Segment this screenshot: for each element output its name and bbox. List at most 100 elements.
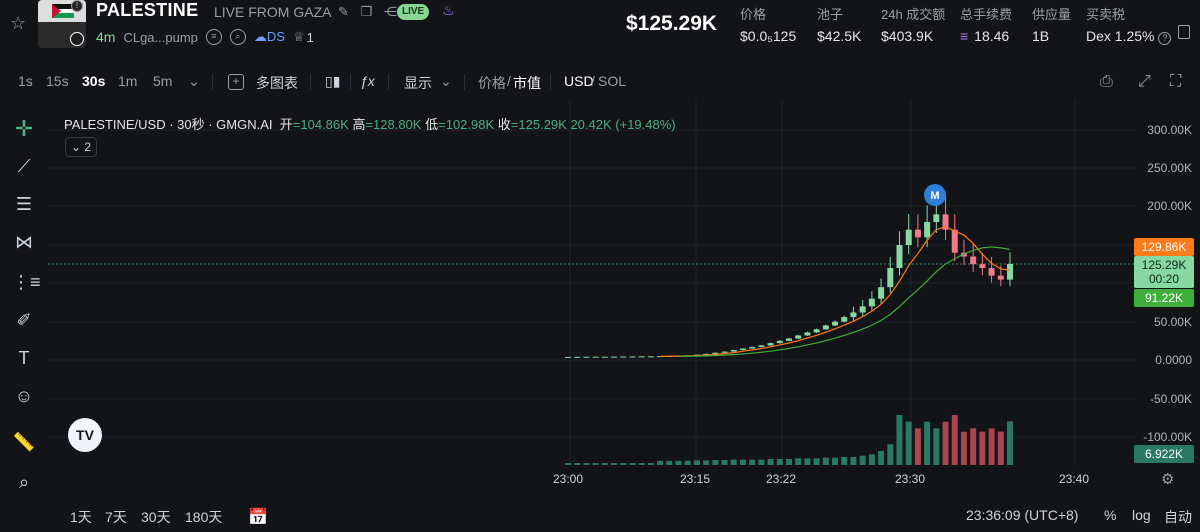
- time-axis[interactable]: 23:00 23:15 23:22 23:30 23:40: [48, 466, 1135, 492]
- price-axis[interactable]: 300.00K 250.00K 200.00K 50.00K 0.0000 -5…: [1136, 100, 1200, 465]
- auto-toggle[interactable]: 自动: [1164, 509, 1192, 525]
- volume-bar: [620, 463, 627, 465]
- contract-address[interactable]: CLga...pump: [123, 29, 198, 45]
- volume-bar: [786, 459, 792, 465]
- candle-body: [611, 356, 618, 358]
- stat-value: Dex 1.25% ?: [1086, 28, 1172, 45]
- percent-toggle[interactable]: %: [1104, 507, 1117, 523]
- emoji-icon[interactable]: ☺: [14, 386, 34, 406]
- price-chart[interactable]: M: [48, 100, 1135, 465]
- list-icon[interactable]: ≡: [205, 29, 222, 45]
- live-badge[interactable]: LIVE: [397, 4, 430, 20]
- search-icon[interactable]: ⌕: [229, 29, 246, 45]
- sol-toggle[interactable]: SOL: [598, 73, 627, 89]
- candle-body: [583, 356, 590, 358]
- open-label: 开: [279, 117, 293, 132]
- fees-value: 18.46: [974, 28, 1010, 44]
- interval-5m[interactable]: 5m: [153, 73, 173, 89]
- zoom-icon[interactable]: ⌕: [18, 472, 30, 492]
- tax-value: Dex 1.25%: [1086, 28, 1155, 44]
- volume-bar: [776, 459, 783, 465]
- share-icon[interactable]: ⋲: [383, 4, 397, 19]
- ma-fast-line: [660, 225, 1011, 357]
- volume-bar: [914, 428, 921, 465]
- indicators-icon[interactable]: ƒx: [360, 73, 375, 89]
- candle-type-icon[interactable]: ▯▮: [325, 73, 341, 89]
- display-dropdown-icon[interactable]: ⌄: [440, 73, 452, 89]
- interval-30s[interactable]: 30s: [82, 73, 106, 89]
- candle-body: [878, 287, 885, 299]
- settings-gear-icon[interactable]: ⚙: [1161, 471, 1175, 488]
- interval-1s[interactable]: 1s: [18, 73, 33, 89]
- volume-bar: [703, 460, 710, 465]
- pump-badge-icon: [70, 32, 84, 46]
- interval-15s[interactable]: 15s: [46, 73, 69, 89]
- fullscreen-icon[interactable]: ⤢: [1138, 73, 1151, 90]
- stat-supply: 供应量 1B: [1032, 4, 1071, 44]
- clock[interactable]: 23:36:09 (UTC+8): [966, 507, 1079, 523]
- brush-icon[interactable]: ✐: [16, 310, 32, 330]
- volume-bar: [905, 421, 912, 465]
- time-tick: 23:40: [1059, 472, 1090, 486]
- time-tick: 23:30: [895, 472, 926, 486]
- multi-chart-button[interactable]: 多图表: [256, 75, 298, 91]
- indicators-collapse-button[interactable]: ⌄ 2: [65, 137, 97, 157]
- candle-body: [951, 229, 958, 253]
- log-toggle[interactable]: log: [1132, 507, 1151, 523]
- help-icon[interactable]: ?: [1158, 32, 1172, 45]
- current-price-tag: 125.29K 00:20: [1134, 256, 1194, 288]
- stat-value: ≡ 18.46: [960, 28, 1012, 44]
- ds-link[interactable]: ☁DS: [253, 29, 285, 44]
- favorite-star-icon[interactable]: ☆: [10, 13, 27, 33]
- price-tick: -50.00K: [1149, 392, 1192, 406]
- candle-body: [896, 245, 903, 268]
- text-icon[interactable]: T: [18, 348, 30, 368]
- trendline-icon[interactable]: ⟋: [17, 156, 31, 176]
- copy-stats-icon[interactable]: [1178, 25, 1190, 39]
- candle-body: [979, 264, 986, 268]
- close-value: =125.29K: [510, 117, 567, 132]
- interval-1m[interactable]: 1m: [118, 73, 138, 89]
- price-toggle[interactable]: 价格: [478, 75, 506, 91]
- volume-bar: [693, 460, 700, 465]
- pattern-icon[interactable]: ⋈: [15, 232, 33, 252]
- stat-label: 总手续费: [960, 7, 1013, 22]
- candle-body: [749, 346, 756, 349]
- token-subtitle: LIVE FROM GAZA: [214, 4, 332, 20]
- mcap-toggle[interactable]: 市值: [513, 75, 541, 91]
- volume-tag: 6.922K: [1134, 445, 1194, 463]
- usd-toggle[interactable]: USD: [564, 73, 594, 89]
- candle-body: [592, 356, 599, 358]
- calendar-icon[interactable]: 📅: [248, 509, 268, 526]
- tradingview-logo[interactable]: TV: [68, 418, 102, 452]
- volume-bar: [730, 459, 737, 465]
- display-menu[interactable]: 显示: [404, 75, 432, 91]
- time-tick: 23:15: [680, 472, 711, 486]
- interval-dropdown-icon[interactable]: ⌄: [188, 73, 200, 89]
- candle-body: [712, 352, 719, 354]
- candle-body: [620, 356, 627, 358]
- ruler-icon[interactable]: 📏: [12, 432, 36, 452]
- crosshair-icon[interactable]: ✛: [14, 116, 34, 141]
- token-age: 4m: [96, 29, 116, 45]
- volume-bar: [896, 415, 903, 465]
- copy-icon[interactable]: ❐: [360, 4, 373, 19]
- range-7d[interactable]: 7天: [105, 509, 127, 525]
- range-1d[interactable]: 1天: [70, 509, 92, 525]
- divider: [550, 74, 551, 90]
- add-chart-icon[interactable]: +: [228, 74, 244, 90]
- candle-body: [565, 356, 571, 358]
- forecast-icon[interactable]: ⋮≡: [12, 272, 41, 292]
- high-value: =128.80K: [365, 117, 422, 132]
- candle-body: [988, 268, 995, 276]
- expand-icon[interactable]: ⛶: [1170, 73, 1182, 90]
- candle-body: [574, 356, 581, 358]
- candle-body: [914, 229, 921, 238]
- edit-icon[interactable]: ✎: [338, 4, 349, 19]
- camera-icon[interactable]: ⎙: [1100, 73, 1113, 90]
- price-tick: 200.00K: [1147, 199, 1192, 213]
- migration-marker[interactable]: [924, 184, 946, 206]
- fib-lines-icon[interactable]: ☰: [15, 194, 33, 214]
- range-180d[interactable]: 180天: [185, 509, 223, 525]
- range-30d[interactable]: 30天: [141, 509, 171, 525]
